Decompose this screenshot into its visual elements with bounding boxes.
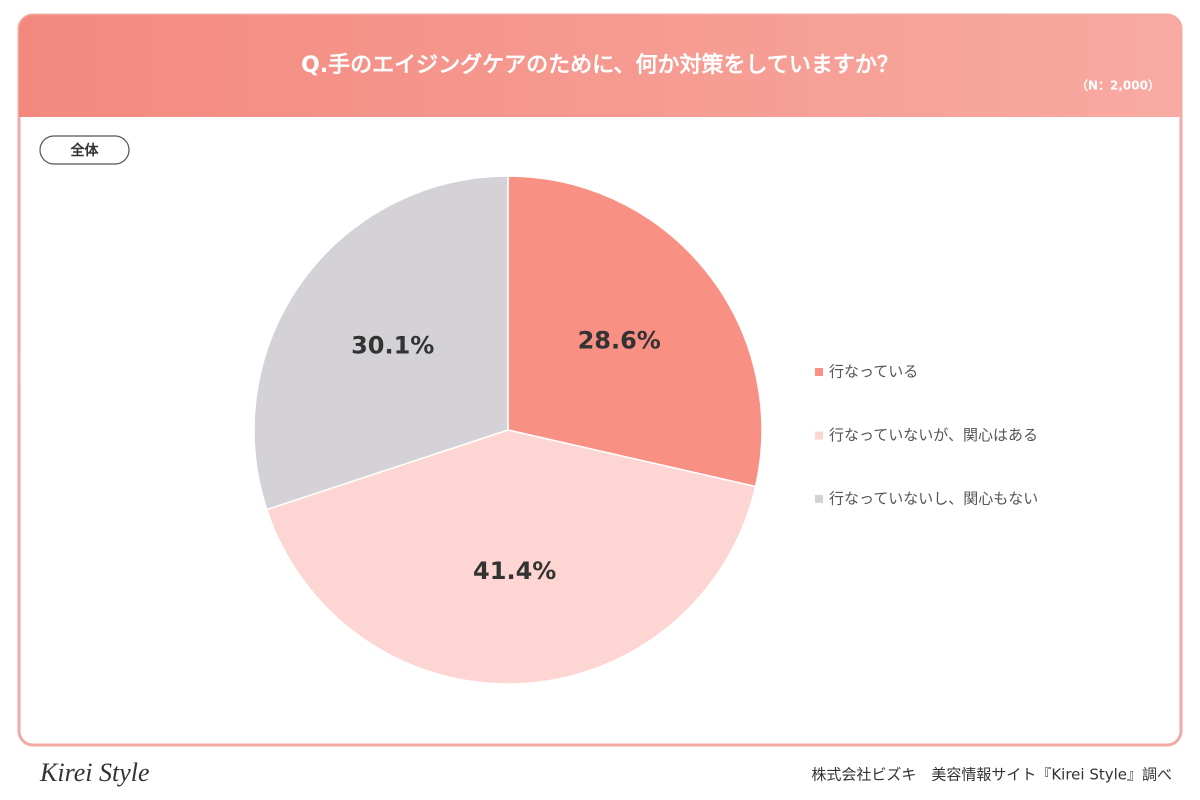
group-label: 全体 — [70, 142, 100, 159]
logo: Kirei Style — [39, 758, 150, 787]
slice-label: 41.4% — [473, 557, 556, 585]
pie-slice — [265, 429, 757, 685]
legend-swatch — [815, 368, 823, 376]
pie: 28.6% 41.4% 30.1% — [253, 175, 763, 685]
pie-slice — [507, 175, 763, 488]
sample-size: （N：2,000） — [1076, 78, 1160, 93]
slice-label: 28.6% — [578, 326, 661, 354]
source-note: 株式会社ビズキ 美容情報サイト『Kirei Style』調べ — [811, 766, 1172, 784]
legend-label: 行なっている — [829, 363, 918, 381]
legend-label: 行なっていないが、関心はある — [829, 426, 1038, 444]
slice-label: 30.1% — [351, 332, 434, 360]
legend-swatch — [815, 431, 823, 440]
pie-slice — [253, 175, 509, 511]
legend-label: 行なっていないし、関心もない — [829, 490, 1038, 508]
chart-title: Q.手のエイジングケアのために、何か対策をしていますか？ — [301, 52, 899, 78]
header-band — [19, 15, 1181, 117]
group-pill — [39, 135, 130, 165]
legend-swatch — [815, 495, 823, 503]
